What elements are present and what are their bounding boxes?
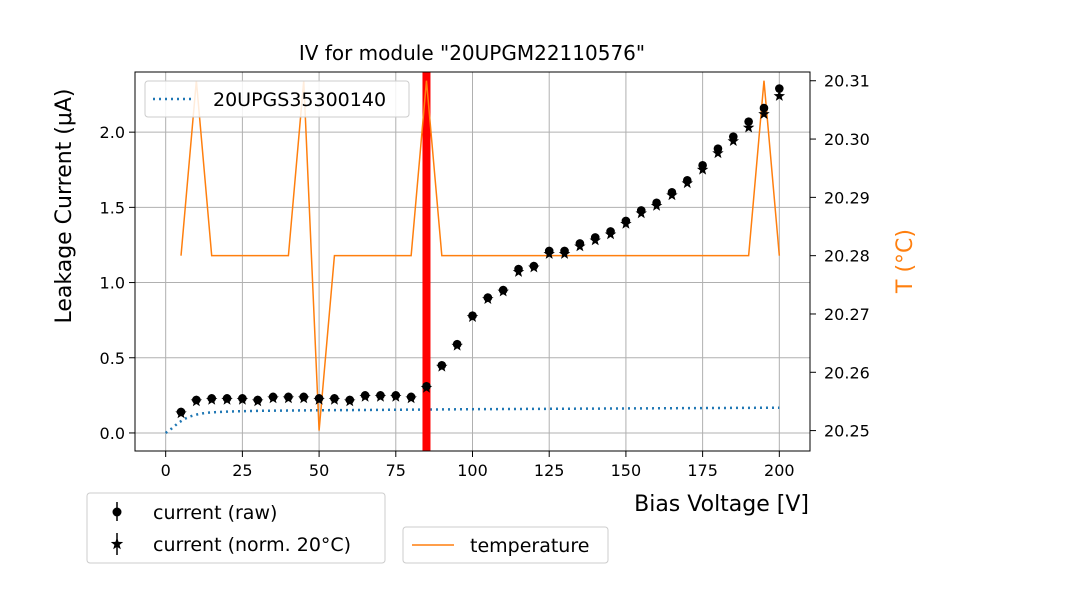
x-tick-label: 0: [161, 461, 171, 480]
norm-current-point: [635, 207, 647, 219]
norm-current-point: [681, 177, 693, 189]
norm-current-point: [482, 293, 494, 304]
norm-current-point: [405, 392, 417, 404]
norm-current-point: [620, 217, 632, 229]
x-tick-label: 150: [611, 461, 642, 480]
norm-current-point: [359, 390, 371, 402]
x-tick-label: 200: [764, 461, 795, 480]
y2-tick-label: 20.29: [824, 188, 870, 207]
temperature-layer: [180, 80, 781, 431]
legend-current: current (raw) current (norm. 20°C): [86, 492, 386, 564]
norm-current-point: [267, 392, 279, 404]
legend-raw-marker: [112, 507, 122, 517]
legend-fit-label: 20UPGS35300140: [213, 89, 386, 111]
x-tick-label: 25: [232, 461, 252, 480]
y2-tick-label: 20.27: [824, 305, 870, 324]
y-axis-label: Leakage Current (μA): [52, 88, 77, 323]
y2-tick-label: 20.26: [824, 363, 870, 382]
norm-current-point: [742, 121, 755, 133]
legend-fit: 20UPGS35300140: [144, 80, 410, 118]
norm-current-point: [758, 108, 770, 119]
y-tick-label: 0.0: [100, 424, 125, 443]
y2-axis: 20.25 20.26 20.27 20.28 20.29 20.30 20.31: [810, 72, 870, 441]
x-tick-label: 175: [687, 461, 718, 480]
legend-temperature-label: temperature: [470, 535, 589, 557]
norm-current-point: [252, 395, 264, 407]
norm-current-point: [696, 163, 709, 175]
norm-current-point: [650, 199, 663, 211]
norm-current-point: [712, 147, 724, 159]
legend-norm-marker: [110, 537, 124, 550]
norm-current-point: [390, 390, 402, 402]
raw-current-point: [744, 117, 753, 126]
raw-current-point: [775, 84, 784, 93]
temperature-series-line: [180, 80, 781, 431]
x-tick-label: 50: [309, 461, 329, 480]
norm-current-point: [190, 395, 203, 407]
norm-current-point: [451, 339, 463, 351]
norm-current-point: [666, 189, 678, 201]
norm-current-point: [282, 392, 295, 404]
norm-current-point: [773, 90, 786, 101]
x-tick-label: 75: [386, 461, 406, 480]
norm-current-point: [466, 311, 479, 322]
norm-current-point: [175, 407, 187, 419]
x-axis: 0 25 50 75 100 125 150 175 200: [161, 451, 795, 480]
x-axis-label: Bias Voltage [V]: [634, 492, 809, 517]
legend-norm-label: current (norm. 20°C): [153, 534, 351, 556]
norm-current-point: [436, 360, 448, 372]
norm-current-point: [374, 390, 387, 402]
norm-current-point: [344, 395, 356, 407]
raw-current-point: [759, 103, 769, 113]
x-tick-label: 100: [457, 461, 488, 480]
legend-raw-label: current (raw): [153, 502, 277, 524]
norm-current-point: [236, 393, 249, 405]
norm-current-point: [589, 234, 601, 246]
norm-current-point: [221, 393, 233, 405]
norm-current-point: [420, 381, 433, 393]
y-tick-label: 0.5: [100, 349, 125, 368]
norm-current-point: [512, 266, 525, 277]
norm-current-point: [206, 393, 218, 405]
norm-current-point: [298, 392, 310, 404]
y2-tick-label: 20.30: [824, 130, 870, 149]
norm-current-point: [543, 247, 555, 259]
x-tick-label: 125: [534, 461, 565, 480]
grid: [135, 72, 810, 451]
y2-tick-label: 20.31: [824, 72, 870, 91]
y-axis: 0.0 0.5 1.0 1.5 2.0: [100, 123, 135, 443]
points-layer: [175, 84, 786, 419]
norm-current-point: [497, 285, 509, 297]
norm-current-point: [574, 240, 586, 252]
norm-current-point: [328, 393, 341, 405]
legend-temperature: temperature: [402, 526, 609, 564]
y-tick-label: 1.5: [100, 198, 125, 217]
y2-tick-label: 20.28: [824, 247, 870, 266]
norm-current-point: [604, 228, 617, 240]
norm-current-point: [727, 135, 739, 147]
y-tick-label: 1.0: [100, 274, 125, 293]
y-tick-label: 2.0: [100, 123, 125, 142]
y2-tick-label: 20.25: [824, 422, 870, 441]
y2-axis-label: T (°C): [893, 229, 918, 294]
norm-current-point: [558, 247, 571, 259]
norm-current-point: [528, 261, 540, 273]
norm-current-point: [313, 393, 325, 405]
chart-title: IV for module "20UPGM22110576": [299, 41, 645, 65]
